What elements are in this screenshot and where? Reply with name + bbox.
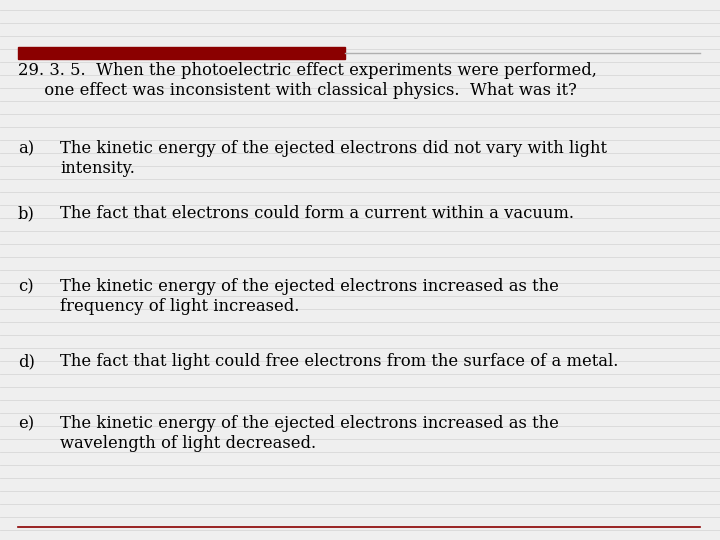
- Text: The kinetic energy of the ejected electrons did not vary with light: The kinetic energy of the ejected electr…: [60, 140, 607, 157]
- Text: The kinetic energy of the ejected electrons increased as the: The kinetic energy of the ejected electr…: [60, 278, 559, 295]
- Text: d): d): [18, 353, 35, 370]
- Bar: [18, 47, 345, 59]
- Text: c): c): [18, 278, 34, 295]
- Text: The fact that light could free electrons from the surface of a metal.: The fact that light could free electrons…: [60, 353, 618, 370]
- Text: a): a): [18, 140, 34, 157]
- Text: b): b): [18, 205, 35, 222]
- Text: The kinetic energy of the ejected electrons increased as the: The kinetic energy of the ejected electr…: [60, 415, 559, 432]
- Text: The fact that electrons could form a current within a vacuum.: The fact that electrons could form a cur…: [60, 205, 574, 222]
- Text: 29. 3. 5.  When the photoelectric effect experiments were performed,: 29. 3. 5. When the photoelectric effect …: [18, 62, 597, 79]
- Text: intensity.: intensity.: [60, 160, 135, 177]
- Text: e): e): [18, 415, 34, 432]
- Text: wavelength of light decreased.: wavelength of light decreased.: [60, 435, 316, 452]
- Text: one effect was inconsistent with classical physics.  What was it?: one effect was inconsistent with classic…: [18, 82, 577, 99]
- Text: frequency of light increased.: frequency of light increased.: [60, 298, 300, 315]
